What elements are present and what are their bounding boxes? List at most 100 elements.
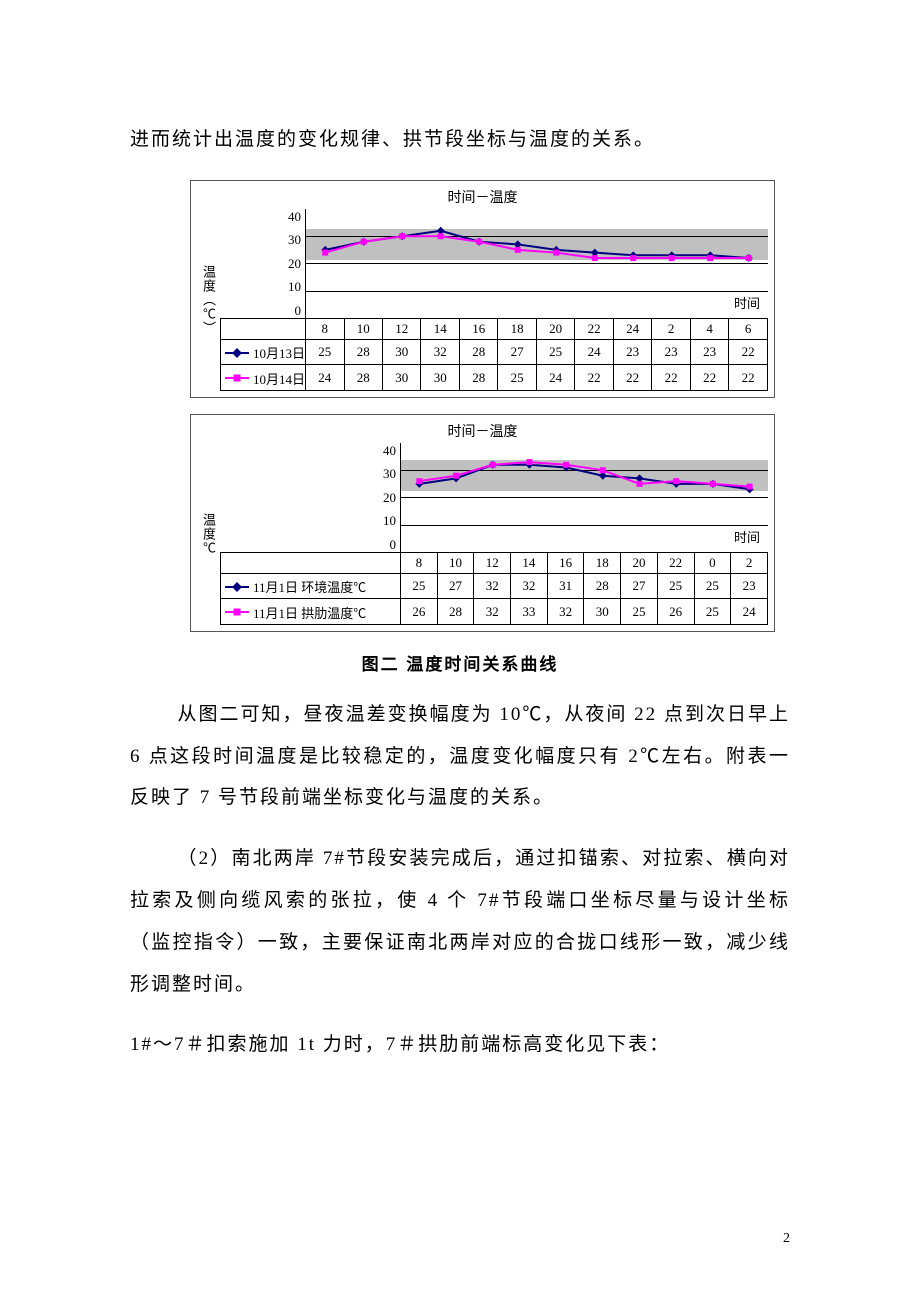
chart-data-table: 8101214161820220211月1日 环境温度℃252732323128… bbox=[220, 552, 768, 625]
data-cell: 28 bbox=[344, 339, 382, 365]
chart-y-ticks: 403020100 bbox=[383, 443, 400, 553]
figure-caption: 图二 温度时间关系曲线 bbox=[130, 650, 790, 675]
data-cell: 32 bbox=[547, 599, 584, 625]
data-cell: 22 bbox=[729, 339, 768, 365]
intro-text: 进而统计出温度的变化规律、拱节段坐标与温度的关系。 bbox=[130, 119, 790, 161]
chart-plot-area: 时间 bbox=[400, 443, 768, 553]
paragraph-2: 从图二可知，昼夜温差变换幅度为 10℃，从夜间 22 点到次日早上 6 点这段时… bbox=[130, 694, 790, 819]
data-cell: 24 bbox=[306, 365, 344, 391]
data-cell: 28 bbox=[584, 573, 621, 599]
y-tick: 30 bbox=[383, 466, 396, 482]
data-cell: 31 bbox=[547, 573, 584, 599]
data-cell: 25 bbox=[621, 599, 658, 625]
category-cell: 12 bbox=[382, 318, 420, 339]
y-tick: 0 bbox=[288, 303, 301, 319]
data-cell: 26 bbox=[401, 599, 438, 625]
data-cell: 23 bbox=[613, 339, 651, 365]
paragraph-4: 1#～7＃扣索施加 1t 力时，7＃拱肋前端标高变化见下表： bbox=[130, 1024, 790, 1066]
data-cell: 22 bbox=[690, 365, 728, 391]
series-name: 11月1日 环境温度℃ bbox=[253, 577, 366, 596]
chart-data-table: 8101214161820222424610月13日25283032282725… bbox=[220, 318, 768, 391]
category-cell: 14 bbox=[511, 552, 548, 573]
chart-2-container: 时间－温度温度℃403020100时间8101214161820220211月1… bbox=[190, 414, 775, 632]
data-cell: 24 bbox=[731, 599, 768, 625]
category-cell: 24 bbox=[613, 318, 651, 339]
y-tick: 30 bbox=[288, 232, 301, 248]
category-cell: 22 bbox=[657, 552, 694, 573]
category-cell: 18 bbox=[498, 318, 536, 339]
legend-cell: 10月13日 bbox=[221, 339, 306, 365]
category-cell: 6 bbox=[729, 318, 768, 339]
data-cell: 23 bbox=[652, 339, 690, 365]
data-cell: 24 bbox=[536, 365, 574, 391]
legend-cell: 10月14日 bbox=[221, 365, 306, 391]
chart-title: 时间－温度 bbox=[191, 415, 774, 443]
data-cell: 28 bbox=[459, 365, 497, 391]
data-cell: 30 bbox=[421, 365, 459, 391]
data-cell: 23 bbox=[690, 339, 728, 365]
data-cell: 27 bbox=[621, 573, 658, 599]
category-cell: 2 bbox=[652, 318, 690, 339]
category-cell: 14 bbox=[421, 318, 459, 339]
data-cell: 26 bbox=[657, 599, 694, 625]
series-name: 11月1日 拱肋温度℃ bbox=[253, 603, 366, 622]
chart-title: 时间－温度 bbox=[191, 181, 774, 209]
data-cell: 25 bbox=[306, 339, 344, 365]
data-cell: 22 bbox=[575, 365, 613, 391]
data-cell: 28 bbox=[344, 365, 382, 391]
data-cell: 24 bbox=[575, 339, 613, 365]
data-cell: 25 bbox=[657, 573, 694, 599]
y-tick: 0 bbox=[383, 537, 396, 553]
legend-cell: 11月1日 拱肋温度℃ bbox=[221, 599, 401, 625]
y-tick: 20 bbox=[383, 490, 396, 506]
data-cell: 32 bbox=[511, 573, 548, 599]
table-empty-header bbox=[221, 552, 401, 573]
data-cell: 25 bbox=[536, 339, 574, 365]
y-tick: 40 bbox=[383, 443, 396, 459]
category-cell: 20 bbox=[536, 318, 574, 339]
chart-lines bbox=[401, 443, 768, 552]
data-cell: 32 bbox=[474, 599, 511, 625]
category-cell: 16 bbox=[459, 318, 497, 339]
data-cell: 30 bbox=[382, 339, 420, 365]
data-cell: 23 bbox=[731, 573, 768, 599]
legend-cell: 11月1日 环境温度℃ bbox=[221, 573, 401, 599]
series-name: 10月14日 bbox=[253, 369, 305, 388]
data-cell: 28 bbox=[459, 339, 497, 365]
category-cell: 8 bbox=[306, 318, 344, 339]
paragraph-3: （2）南北两岸 7#节段安装完成后，通过扣锚索、对拉索、横向对拉索及侧向缆风索的… bbox=[130, 838, 790, 1005]
data-cell: 27 bbox=[437, 573, 474, 599]
chart-y-label: 温度（℃） bbox=[197, 265, 220, 335]
y-tick: 10 bbox=[288, 279, 301, 295]
data-cell: 30 bbox=[584, 599, 621, 625]
data-cell: 25 bbox=[401, 573, 438, 599]
series-name: 10月13日 bbox=[253, 343, 305, 362]
category-cell: 20 bbox=[621, 552, 658, 573]
y-tick: 20 bbox=[288, 256, 301, 272]
data-cell: 22 bbox=[613, 365, 651, 391]
category-cell: 10 bbox=[344, 318, 382, 339]
data-cell: 30 bbox=[382, 365, 420, 391]
page-number: 2 bbox=[783, 1231, 790, 1247]
category-cell: 12 bbox=[474, 552, 511, 573]
category-cell: 0 bbox=[694, 552, 731, 573]
data-cell: 22 bbox=[729, 365, 768, 391]
data-cell: 32 bbox=[474, 573, 511, 599]
category-cell: 22 bbox=[575, 318, 613, 339]
data-cell: 27 bbox=[498, 339, 536, 365]
data-cell: 32 bbox=[421, 339, 459, 365]
chart-y-label: 温度℃ bbox=[197, 513, 220, 555]
data-cell: 25 bbox=[694, 573, 731, 599]
data-cell: 22 bbox=[652, 365, 690, 391]
category-cell: 4 bbox=[690, 318, 728, 339]
data-cell: 33 bbox=[511, 599, 548, 625]
category-cell: 2 bbox=[731, 552, 768, 573]
category-cell: 8 bbox=[401, 552, 438, 573]
chart-1-container: 时间－温度温度（℃）403020100时间8101214161820222424… bbox=[190, 180, 775, 398]
category-cell: 10 bbox=[437, 552, 474, 573]
table-empty-header bbox=[221, 318, 306, 339]
data-cell: 25 bbox=[498, 365, 536, 391]
chart-y-ticks: 40 30 20 10 0 bbox=[288, 209, 305, 319]
category-cell: 16 bbox=[547, 552, 584, 573]
y-tick: 40 bbox=[288, 209, 301, 225]
